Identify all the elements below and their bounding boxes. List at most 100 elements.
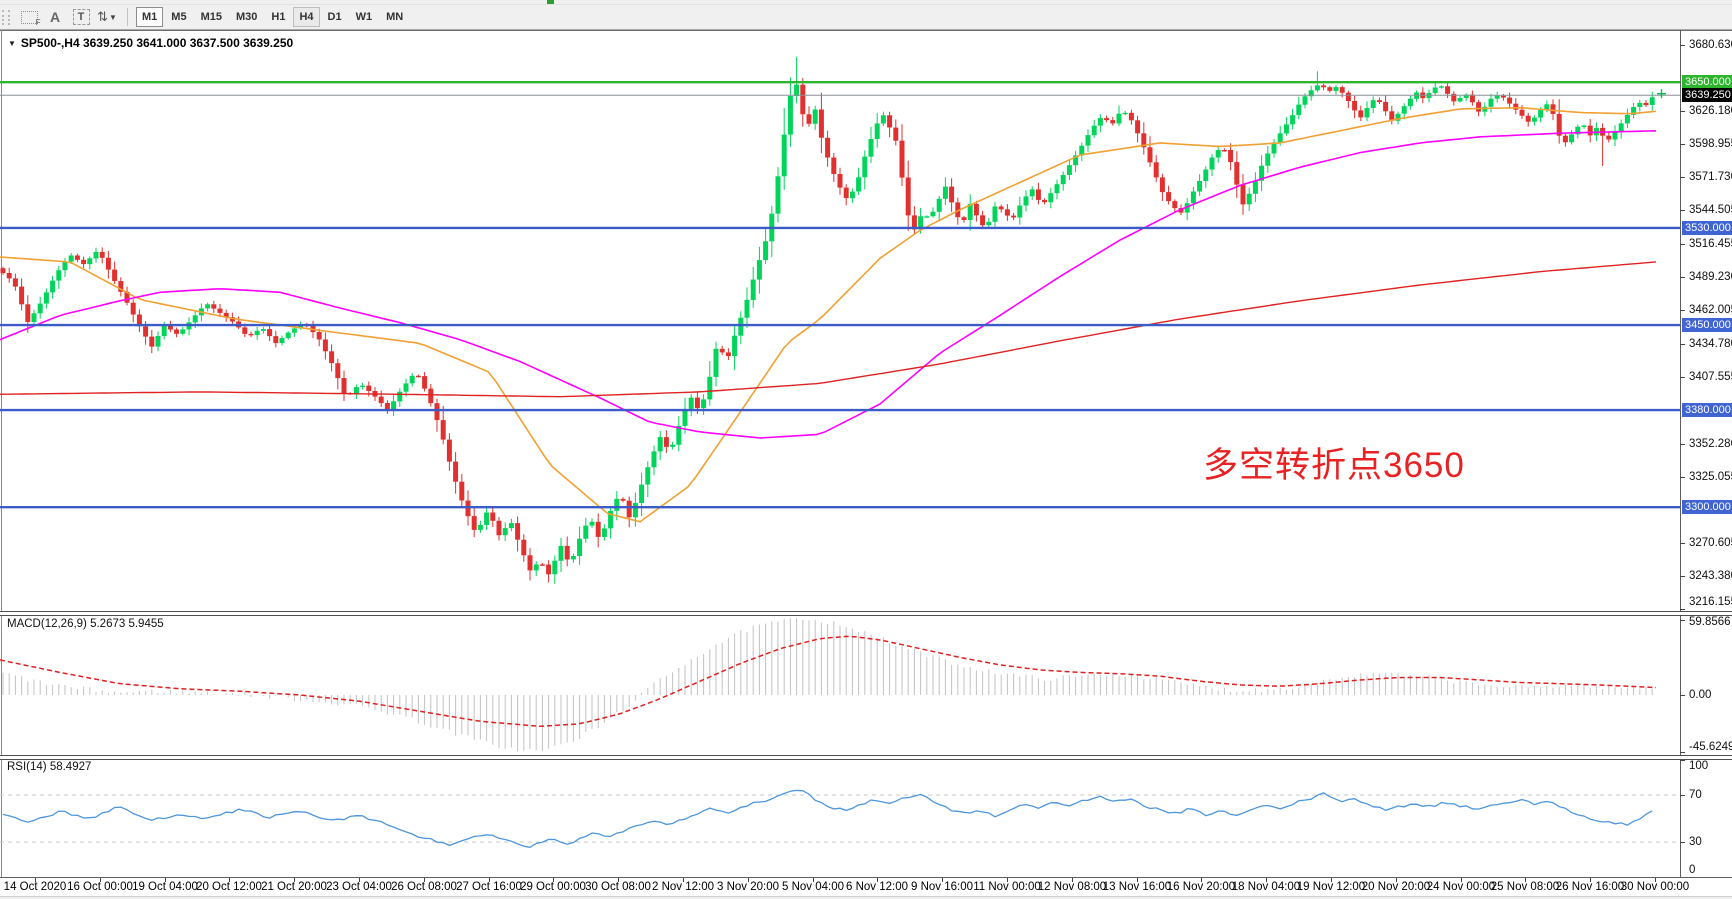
time-axis-label: 20 Oct 12:00 <box>196 881 262 893</box>
price-axis-tick <box>1680 609 1685 610</box>
chart-title: ▼ SP500-,H4 3639.250 3641.000 3637.500 36… <box>8 36 293 50</box>
macd-rsi-separator[interactable] <box>0 755 1732 760</box>
price-axis-tick <box>1680 842 1685 843</box>
time-axis[interactable]: 14 Oct 2020 16 Oct 00:00 19 Oct 04:00 20 Oc… <box>0 877 1732 896</box>
price-axis-label: 3598.955 <box>1689 138 1732 150</box>
macd-signal-line <box>0 635 1657 728</box>
time-axis-label: 21 Oct 20:00 <box>261 881 327 893</box>
time-axis-tick <box>1007 878 1008 882</box>
price-axis-tick <box>1680 543 1685 544</box>
price-axis-label: 3352.280 <box>1689 438 1732 450</box>
chevron-down-icon[interactable]: ▼ <box>8 39 16 48</box>
time-axis-tick <box>877 878 878 882</box>
price-axis-tick <box>1680 45 1685 46</box>
slow-ma-line <box>0 261 1657 398</box>
rsi-line <box>2 789 1653 848</box>
time-axis-tick <box>1461 878 1462 882</box>
time-axis-tick <box>35 878 36 882</box>
price-axis-label: 3489.230 <box>1689 271 1732 283</box>
chart-top-border <box>0 30 1732 31</box>
time-axis-tick <box>1525 878 1526 882</box>
time-axis-label: 12 Nov 08:00 <box>1037 881 1107 893</box>
price-axis-tick <box>1680 377 1685 378</box>
time-axis-label: 14 Oct 2020 <box>3 881 67 893</box>
time-axis-label: 30 Nov 00:00 <box>1620 881 1690 893</box>
time-axis-label: 26 Oct 08:00 <box>391 881 457 893</box>
time-axis-tick <box>1655 878 1656 882</box>
time-axis-tick <box>1266 878 1267 882</box>
price-badge-3380.000: 3380.000 <box>1682 403 1732 417</box>
price-axis-tick <box>1680 752 1685 753</box>
tab-timeframe-m5[interactable]: M5 <box>171 11 187 23</box>
price-axis-label: 3516.455 <box>1689 238 1732 250</box>
symbol-ohlc-text: SP500-,H4 3639.250 3641.000 3637.500 363… <box>20 36 294 50</box>
price-axis-label: 100 <box>1689 760 1709 772</box>
price-badge-3650.000: 3650.000 <box>1682 75 1732 89</box>
price-badge-3639.250: 3639.250 <box>1682 88 1732 102</box>
time-axis-label: 5 Nov 04:00 <box>781 881 845 893</box>
text-label-icon[interactable]: T <box>70 7 92 27</box>
time-axis-label: 6 Nov 12:00 <box>845 881 909 893</box>
time-axis-tick <box>359 878 360 882</box>
timeframe-button-group: M1 M5 M15 M30 H1 H4 D1 W1 MN <box>135 7 410 27</box>
price-axis-label: 3626.180 <box>1689 105 1732 117</box>
status-dot <box>547 0 554 4</box>
toolbar-separator <box>127 8 128 26</box>
price-axis-label: 0.00 <box>1689 689 1712 701</box>
time-axis-label: 23 Oct 04:00 <box>326 881 392 893</box>
price-axis-label: 3407.555 <box>1689 371 1732 383</box>
chart-canvas[interactable] <box>0 30 1732 877</box>
price-axis-tick <box>1680 210 1685 211</box>
time-axis-tick <box>165 878 166 882</box>
price-axis-border <box>1680 30 1681 877</box>
tab-timeframe-mn[interactable]: MN <box>386 11 404 23</box>
time-axis-tick <box>1201 878 1202 882</box>
toolbar-grip[interactable] <box>2 9 10 25</box>
font-a-icon[interactable]: A <box>49 9 61 25</box>
time-axis-label: 11 Nov 00:00 <box>973 881 1041 893</box>
chart-left-border <box>1 30 2 877</box>
time-axis-label: 27 Oct 16:00 <box>456 881 522 893</box>
price-axis-label: 3270.605 <box>1689 537 1732 549</box>
main-macd-separator[interactable] <box>0 611 1732 616</box>
time-axis-tick <box>1590 878 1591 882</box>
chart-grid-icon[interactable]: F <box>18 7 41 27</box>
time-axis-tick <box>942 878 943 882</box>
tab-timeframe-h4[interactable]: H4 <box>293 7 320 27</box>
tab-timeframe-w1[interactable]: W1 <box>355 11 373 23</box>
time-axis-label: 13 Nov 16:00 <box>1102 881 1172 893</box>
time-axis-tick <box>489 878 490 882</box>
tab-timeframe-h1[interactable]: H1 <box>271 11 286 23</box>
cursor-modes-icon[interactable]: ⇅ ▼ <box>97 9 117 24</box>
time-axis-label: 20 Nov 20:00 <box>1361 881 1431 893</box>
price-axis-label: 0 <box>1689 864 1696 876</box>
time-axis-tick <box>748 878 749 882</box>
tab-timeframe-d1[interactable]: D1 <box>327 11 342 23</box>
price-badge-3300.000: 3300.000 <box>1682 500 1732 514</box>
price-axis-tick <box>1680 344 1685 345</box>
bull-bear-turning-point-annotation[interactable]: 多空转折点3650 <box>1203 446 1465 485</box>
price-axis-tick <box>1680 760 1685 761</box>
time-axis-label: 29 Oct 00:00 <box>520 881 586 893</box>
price-axis-label: 3243.380 <box>1689 570 1732 582</box>
time-axis-tick <box>100 878 101 882</box>
level-lines <box>0 80 1680 509</box>
tab-timeframe-m30[interactable]: M30 <box>235 11 258 23</box>
price-axis-tick <box>1680 177 1685 178</box>
tab-timeframe-m1[interactable]: M1 <box>136 7 164 27</box>
rsi-indicator-label: RSI(14) 58.4927 <box>7 761 92 773</box>
price-axis-label: 3544.505 <box>1689 204 1732 216</box>
time-axis-tick <box>1072 878 1073 882</box>
mid-ma-line <box>0 130 1657 439</box>
macd-indicator-label: MACD(12,26,9) 5.2673 5.9455 <box>7 618 164 630</box>
time-axis-tick <box>618 878 619 882</box>
time-axis-tick <box>553 878 554 882</box>
chart-window[interactable]: ▼ SP500-,H4 3639.250 3641.000 3637.500 36… <box>0 30 1732 878</box>
time-axis-tick <box>813 878 814 882</box>
time-axis-tick <box>424 878 425 882</box>
time-axis-tick <box>229 878 230 882</box>
price-axis-tick <box>1680 144 1685 145</box>
ask-marker <box>1657 89 1666 99</box>
tab-timeframe-m15[interactable]: M15 <box>200 11 222 23</box>
price-axis-tick <box>1680 620 1685 621</box>
